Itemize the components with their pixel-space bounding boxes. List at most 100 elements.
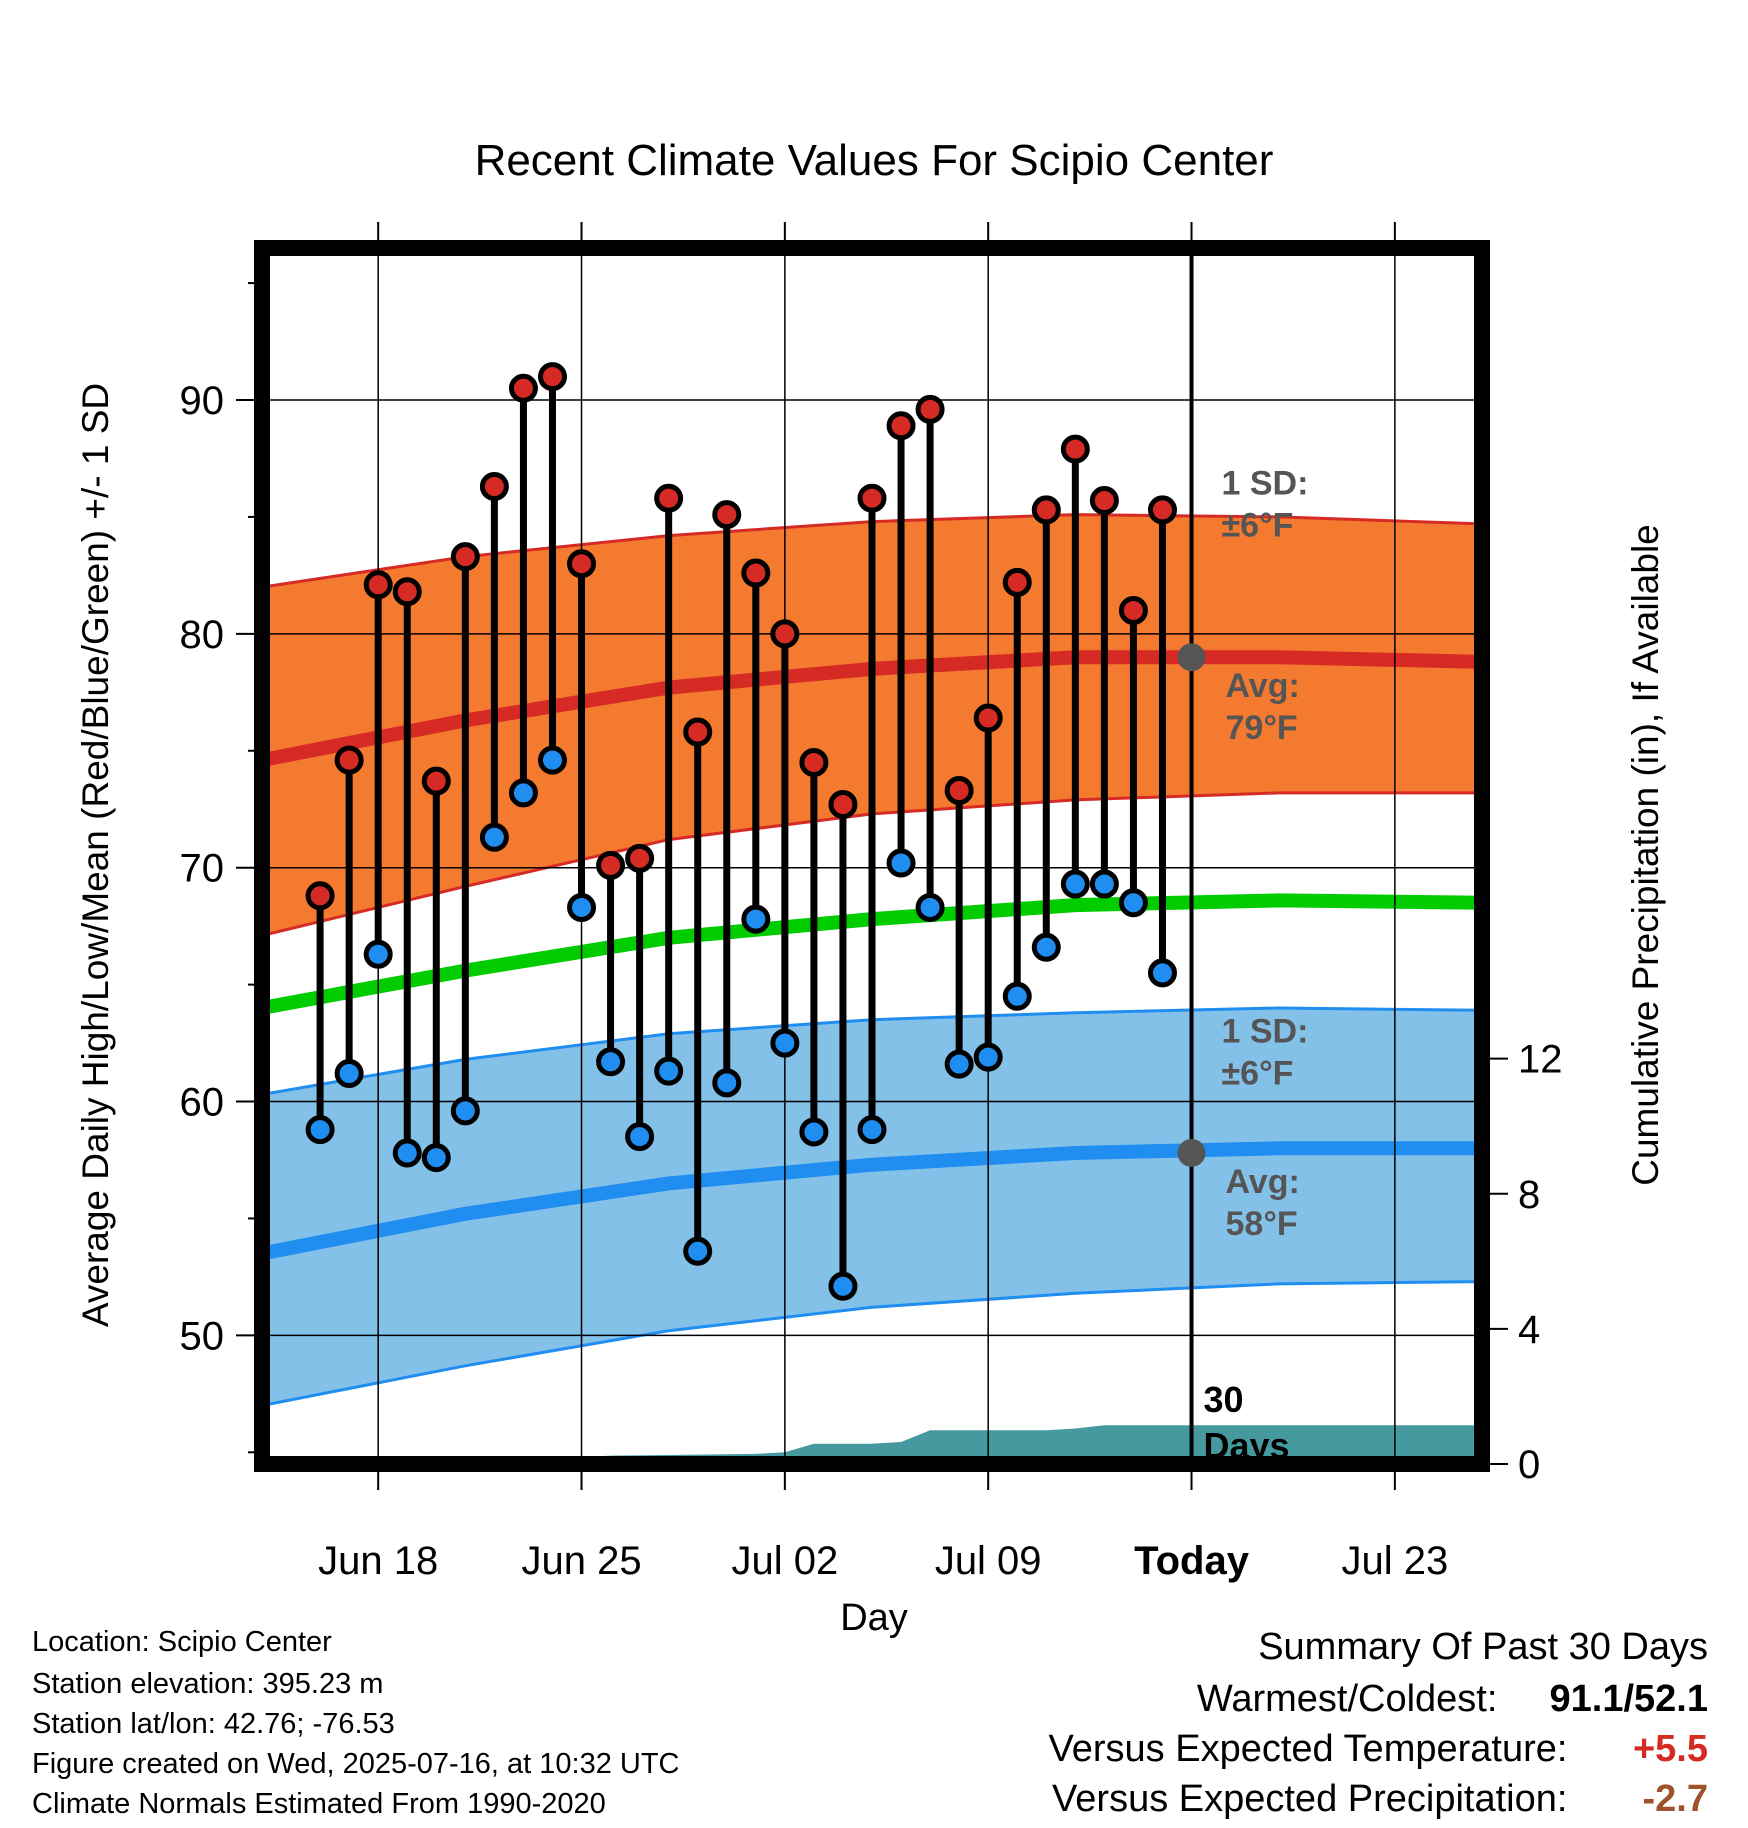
observed-low-point: [915, 892, 945, 922]
observed-high-point: [537, 362, 567, 392]
low-avg-value-annotation: 58°F: [1226, 1205, 1298, 1243]
observed-high-point: [770, 619, 800, 649]
low-sd-lower-line: [262, 1280, 1482, 1407]
observed-high-point: [799, 747, 829, 777]
x-axis-label: Day: [840, 1597, 908, 1639]
observed-low-point: [799, 1117, 829, 1147]
observed-high-point: [857, 483, 887, 513]
summary-precip-row: Versus Expected Precipitation: -2.7: [1049, 1774, 1708, 1824]
summary-warm-cold-label: Warmest/Coldest:: [1196, 1678, 1498, 1720]
observed-low-point: [712, 1068, 742, 1098]
observed-high-point: [567, 549, 597, 579]
observed-high-point: [596, 850, 626, 880]
info-location: Location: Scipio Center: [32, 1626, 332, 1658]
observed-high-point: [712, 500, 742, 530]
observed-high-point: [944, 776, 974, 806]
y2-tick-label: 4: [1518, 1308, 1540, 1352]
high-sd-value-annotation: ±6°F: [1222, 507, 1294, 545]
observed-low-point: [973, 1042, 1003, 1072]
x-tick-label: Jul 09: [935, 1539, 1042, 1583]
window-days-annotation: 30: [1204, 1379, 1244, 1420]
summary-title: Summary Of Past 30 Days: [1258, 1626, 1708, 1668]
summary-warm-cold-row: Warmest/Coldest: 91.1/52.1: [1049, 1674, 1708, 1724]
observed-low-point: [334, 1058, 364, 1088]
observed-high-point: [450, 542, 480, 572]
y2-axis-label: Cumulative Precipitation (in), If Availa…: [1625, 524, 1666, 1186]
observed-low-point: [363, 939, 393, 969]
summary-precip-label: Versus Expected Precipitation:: [1052, 1778, 1568, 1820]
observed-low-point: [625, 1122, 655, 1152]
observed-high-point: [305, 881, 335, 911]
y-tick-label: 70: [180, 847, 225, 891]
high-sd-annotation: 1 SD:: [1222, 465, 1309, 503]
summary-temp-row: Versus Expected Temperature: +5.5: [1049, 1724, 1708, 1774]
y-tick-label: 80: [180, 613, 225, 657]
x-tick-label: Jun 18: [318, 1539, 438, 1583]
observed-high-point: [1031, 495, 1061, 525]
today-normal-low-marker: [1177, 1138, 1206, 1167]
observed-low-point: [596, 1047, 626, 1077]
info-normals: Climate Normals Estimated From 1990-2020: [32, 1788, 606, 1820]
observed-low-point: [508, 778, 538, 808]
y2-tick-label: 8: [1518, 1173, 1540, 1217]
observed-high-point: [683, 717, 713, 747]
info-elevation: Station elevation: 395.23 m: [32, 1668, 384, 1700]
precip-area: [262, 1425, 1482, 1464]
observed-high-point: [334, 745, 364, 775]
observed-low-point: [770, 1028, 800, 1058]
observed-high-point: [421, 766, 451, 796]
observed-high-point: [973, 703, 1003, 733]
observed-high-point: [1147, 495, 1177, 525]
summary-temp-label: Versus Expected Temperature:: [1048, 1728, 1568, 1770]
observed-low-point: [450, 1096, 480, 1126]
observed-high-point: [1002, 567, 1032, 597]
x-tick-label: Jul 23: [1341, 1539, 1448, 1583]
observed-high-point: [1089, 486, 1119, 516]
x-tick-label: Jul 02: [731, 1539, 838, 1583]
observed-low-point: [1031, 932, 1061, 962]
y-tick-label: 90: [180, 379, 225, 423]
station-info: Location: Scipio Center Station elevatio…: [32, 1624, 680, 1822]
y2-tick-label: 0: [1518, 1443, 1540, 1487]
observed-low-point: [1060, 869, 1090, 899]
observed-low-point: [886, 848, 916, 878]
y-axis-label: Average Daily High/Low/Mean (Red/Blue/Gr…: [75, 383, 116, 1327]
y-tick-label: 50: [180, 1314, 225, 1358]
observed-low-point: [1118, 888, 1148, 918]
observed-low-point: [305, 1115, 335, 1145]
y2-tick-label: 12: [1518, 1038, 1563, 1082]
low-avg-annotation: Avg:: [1226, 1163, 1300, 1201]
normal-low-line: [262, 1141, 1482, 1261]
observed-low-point: [857, 1115, 887, 1145]
observed-high-point: [479, 472, 509, 502]
observed-low-point: [741, 904, 771, 934]
summary-temp-value: +5.5: [1632, 1728, 1708, 1770]
observed-low-point: [479, 822, 509, 852]
observed-low-point: [944, 1049, 974, 1079]
high-avg-value-annotation: 79°F: [1226, 709, 1298, 747]
info-created: Figure created on Wed, 2025-07-16, at 10…: [32, 1748, 680, 1780]
y-tick-label: 60: [180, 1081, 225, 1125]
observed-low-point: [1089, 869, 1119, 899]
observed-low-point: [567, 892, 597, 922]
observed-high-point: [1060, 434, 1090, 464]
observed-low-point: [392, 1138, 422, 1168]
low-sd-value-annotation: ±6°F: [1222, 1055, 1294, 1093]
observed-low-point: [421, 1143, 451, 1173]
x-tick-label: Today: [1134, 1539, 1250, 1583]
plot-frame: [254, 240, 1490, 1472]
observed-high-point: [363, 570, 393, 600]
observed-high-point: [828, 790, 858, 820]
observed-high-point: [886, 411, 916, 441]
observed-low-point: [1002, 981, 1032, 1011]
observed-high-point: [915, 394, 945, 424]
observed-low-point: [654, 1056, 684, 1086]
observed-high-point: [508, 373, 538, 403]
observed-high-point: [654, 483, 684, 513]
x-tick-label: Jun 25: [521, 1539, 641, 1583]
observed-high-point: [741, 558, 771, 588]
high-avg-annotation: Avg:: [1226, 667, 1300, 705]
summary-block: Summary Of Past 30 Days Warmest/Coldest:…: [1049, 1620, 1708, 1824]
summary-precip-value: -2.7: [1642, 1778, 1708, 1820]
